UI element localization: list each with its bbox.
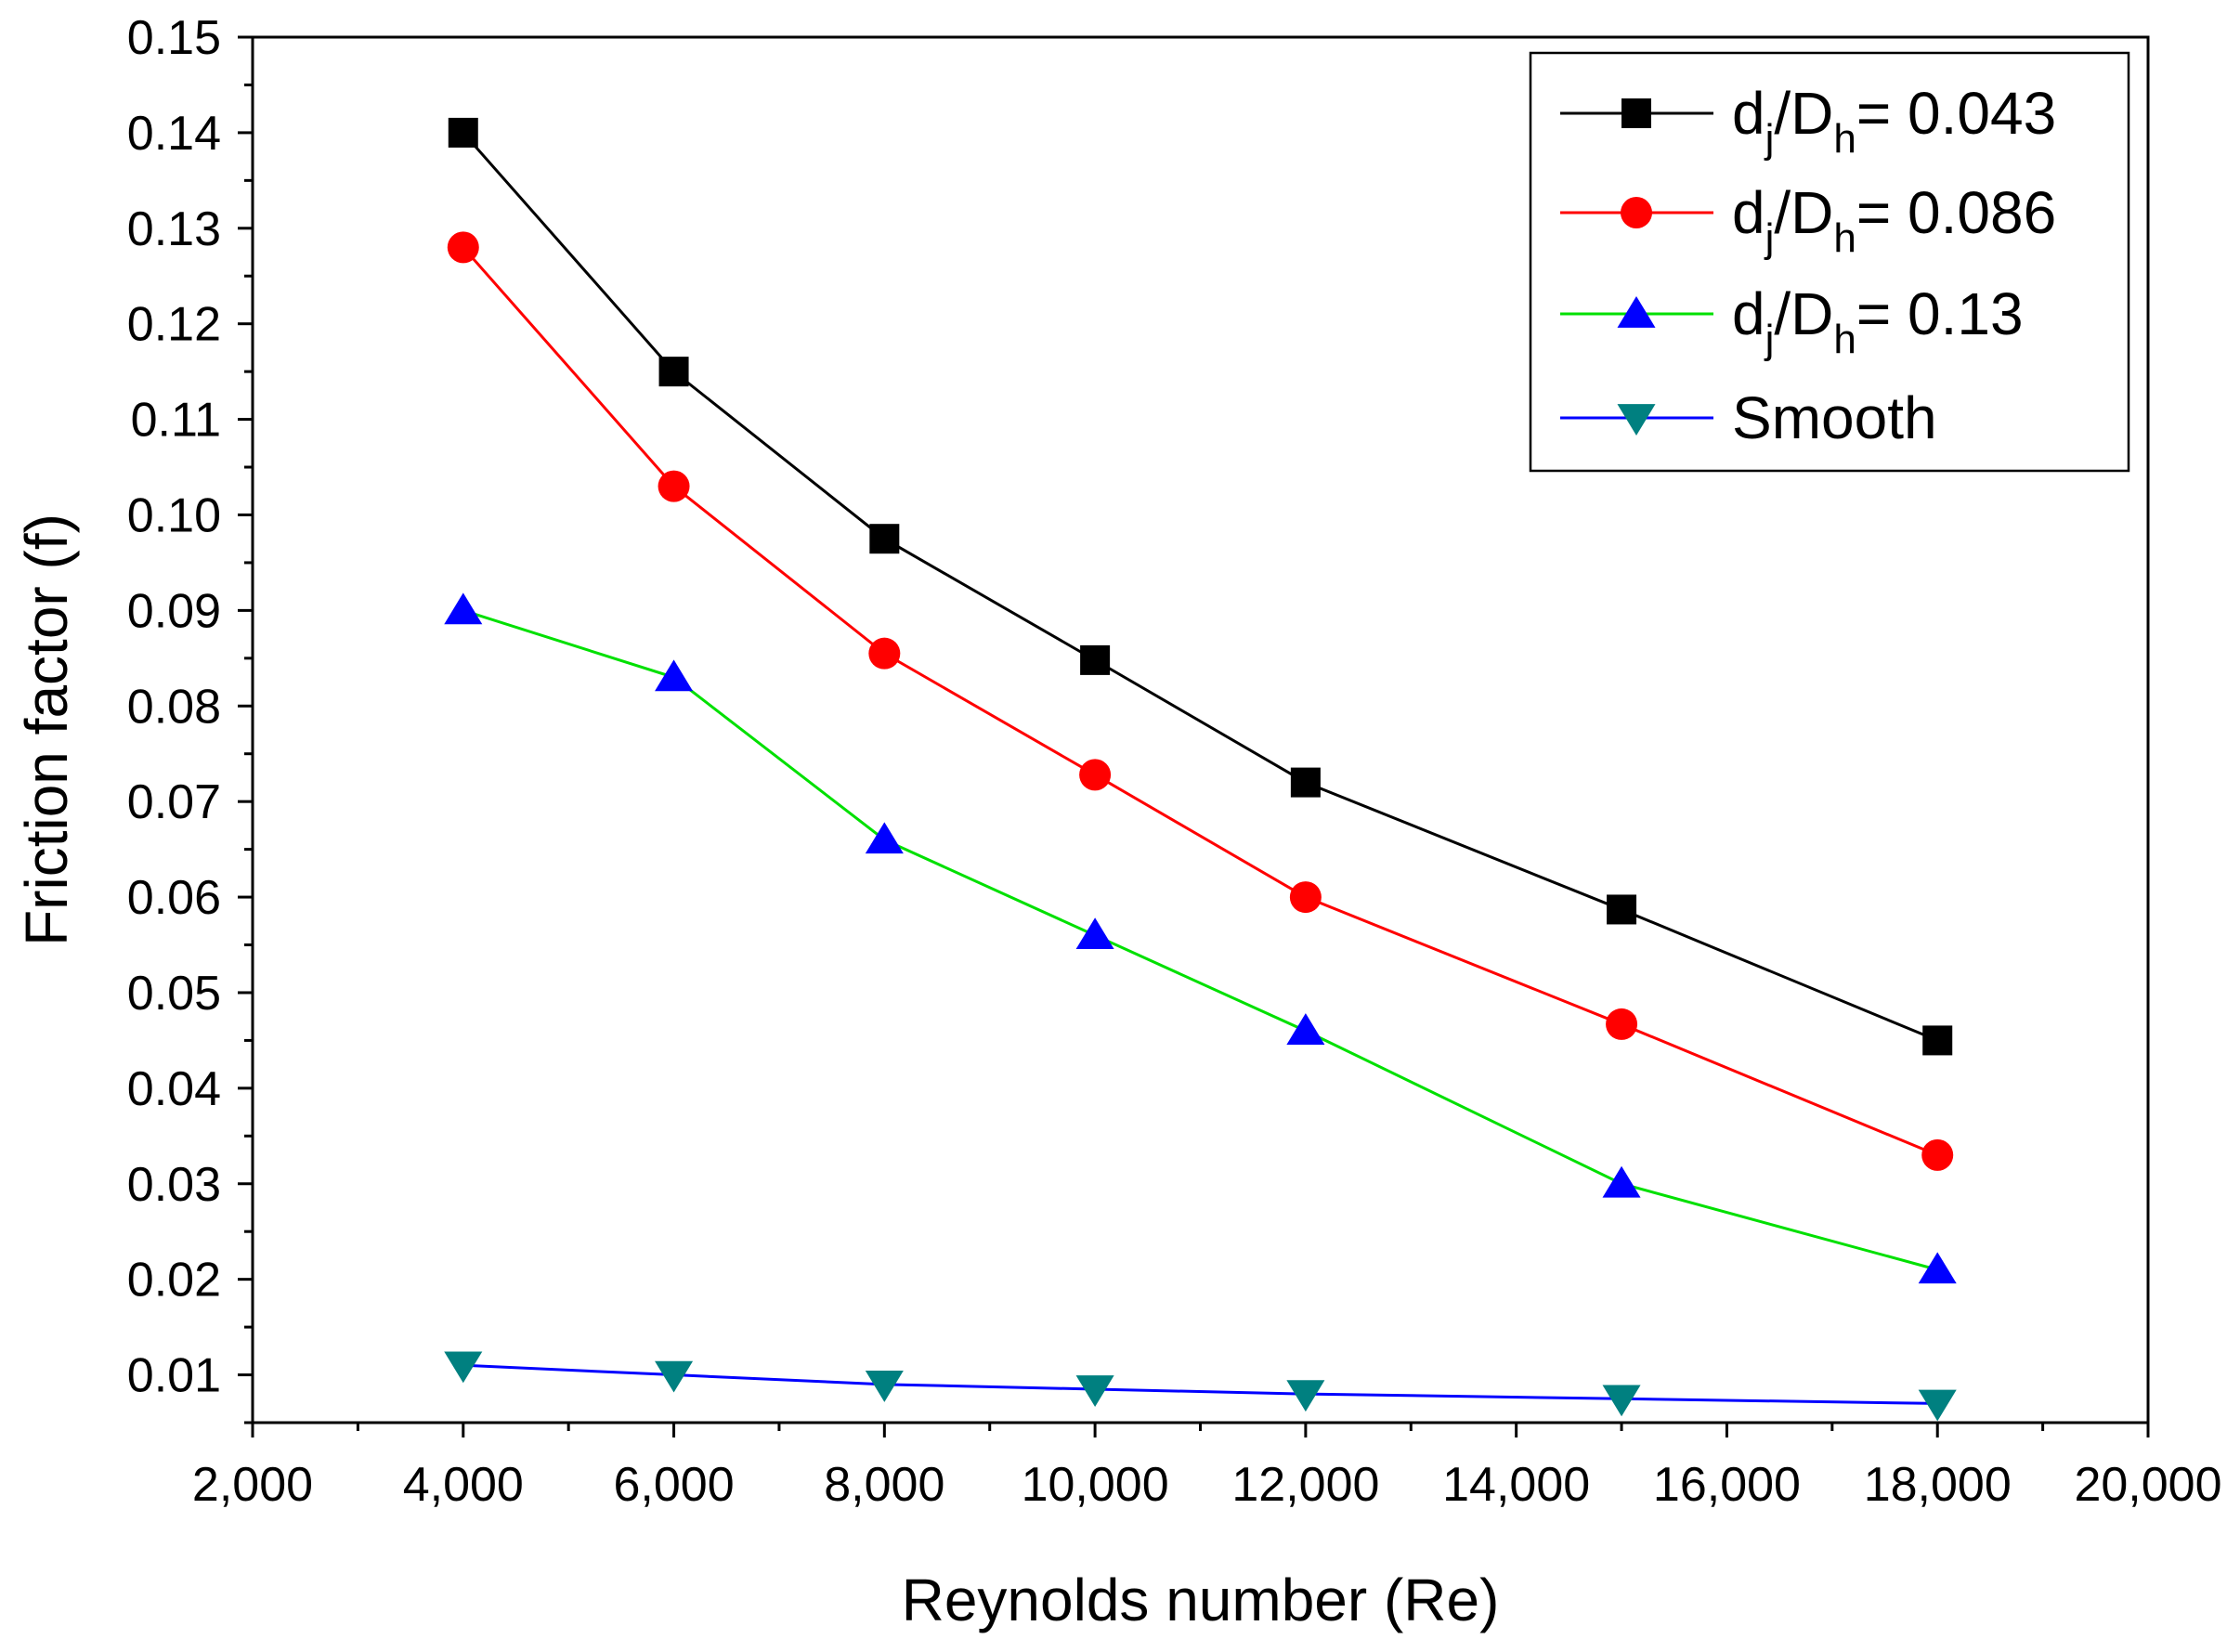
y-tick-label: 0.15 <box>127 11 221 65</box>
x-tick-label: 16,000 <box>1653 1458 1801 1512</box>
legend-text-mid: /D <box>1774 280 1833 347</box>
legend-label: dj/Dh= 0.043 <box>1732 80 2056 162</box>
legend-item: dj/Dh= 0.13 <box>1560 280 2024 362</box>
data-point <box>1290 767 1321 798</box>
legend-label: dj/Dh= 0.13 <box>1732 280 2024 362</box>
legend-item: dj/Dh= 0.086 <box>1560 179 2056 261</box>
data-point <box>444 1351 483 1384</box>
y-tick-label: 0.13 <box>127 202 221 256</box>
y-tick-label: 0.06 <box>127 871 221 925</box>
data-point <box>1918 1252 1957 1284</box>
data-point <box>655 659 694 692</box>
data-point <box>658 470 690 502</box>
y-tick-label: 0.03 <box>127 1158 221 1212</box>
legend-text-sub2: h <box>1833 215 1856 261</box>
series-2 <box>447 231 1954 1171</box>
legend-text-sub2: h <box>1833 317 1856 362</box>
y-tick-label: 0.11 <box>131 394 221 448</box>
y-tick-label: 0.08 <box>127 680 221 734</box>
x-tick-label: 4,000 <box>403 1458 524 1512</box>
data-point <box>1918 1389 1957 1422</box>
data-point <box>1606 1008 1638 1040</box>
data-point <box>1286 1013 1325 1045</box>
series-3 <box>444 592 1957 1284</box>
data-point <box>865 1371 904 1402</box>
legend-text-mid: /D <box>1774 179 1833 246</box>
legend-text: Smooth <box>1732 384 1937 451</box>
data-point <box>1607 894 1637 925</box>
y-axis-label: Friction factor (f) <box>13 514 80 946</box>
legend-text-sub2: h <box>1833 116 1856 162</box>
data-point <box>865 822 904 854</box>
legend-label: dj/Dh= 0.086 <box>1732 179 2056 261</box>
data-point <box>444 592 483 625</box>
legend-marker <box>1621 98 1651 128</box>
data-point <box>1602 1385 1641 1417</box>
data-point <box>448 117 478 148</box>
plot-frame <box>251 35 2150 1424</box>
data-point <box>1921 1138 1954 1171</box>
legend-label: Smooth <box>1732 384 1937 451</box>
legend-text-base: d <box>1732 80 1765 147</box>
x-tick-label: 2,000 <box>192 1458 313 1512</box>
legend-text-sub1: j <box>1764 215 1775 261</box>
legend-text-value: = 0.043 <box>1856 80 2056 147</box>
legend-text-sub1: j <box>1764 317 1775 362</box>
data-point <box>869 524 900 554</box>
legend-item: dj/Dh= 0.043 <box>1560 80 2056 162</box>
x-tick-label: 8,000 <box>824 1458 944 1512</box>
series-4 <box>444 1351 1957 1422</box>
legend-text-base: d <box>1732 179 1765 246</box>
y-tick-label: 0.09 <box>127 584 221 638</box>
x-tick-label: 10,000 <box>1022 1458 1169 1512</box>
x-tick-label: 20,000 <box>2074 1458 2221 1512</box>
data-series <box>444 117 1957 1422</box>
legend-marker <box>1621 197 1652 228</box>
legend-text-sub1: j <box>1764 116 1775 162</box>
y-tick-label: 0.12 <box>127 298 221 352</box>
legend-text-value: = 0.086 <box>1856 179 2056 246</box>
data-point <box>1286 1380 1325 1412</box>
legend-text-value: = 0.13 <box>1856 280 2024 347</box>
x-tick-label: 18,000 <box>1864 1458 2012 1512</box>
data-point <box>868 637 901 670</box>
data-point <box>655 1360 694 1393</box>
data-point <box>1602 1165 1641 1198</box>
data-point <box>658 357 689 387</box>
legend-text-mid: /D <box>1774 80 1833 147</box>
data-point <box>1079 759 1112 791</box>
x-axis-label: Reynolds number (Re) <box>902 1567 1500 1633</box>
y-tick-label: 0.01 <box>127 1349 221 1403</box>
y-tick-label: 0.02 <box>127 1254 221 1307</box>
legend-text-base: d <box>1732 280 1765 347</box>
y-tick-label: 0.05 <box>127 967 221 1021</box>
data-point <box>1289 881 1322 914</box>
y-tick-label: 0.07 <box>127 775 221 829</box>
series-1 <box>448 117 1953 1056</box>
axis-ticks: 2,000 4,000 6,000 8,000 10,000 12,000 14,000 16… <box>127 11 2222 1512</box>
y-tick-label: 0.10 <box>127 488 221 542</box>
x-tick-label: 14,000 <box>1442 1458 1590 1512</box>
data-point <box>447 231 479 264</box>
legend-marker <box>1617 404 1656 436</box>
y-tick-label: 0.14 <box>127 107 221 161</box>
legend-item: Smooth <box>1560 384 1937 451</box>
data-point <box>1075 1375 1114 1407</box>
y-tick-label: 0.04 <box>127 1062 221 1116</box>
x-tick-label: 12,000 <box>1231 1458 1379 1512</box>
data-point <box>1922 1025 1953 1056</box>
x-tick-label: 6,000 <box>613 1458 734 1512</box>
data-point <box>1080 644 1111 675</box>
legend-marker <box>1617 296 1656 328</box>
data-point <box>1075 917 1114 950</box>
